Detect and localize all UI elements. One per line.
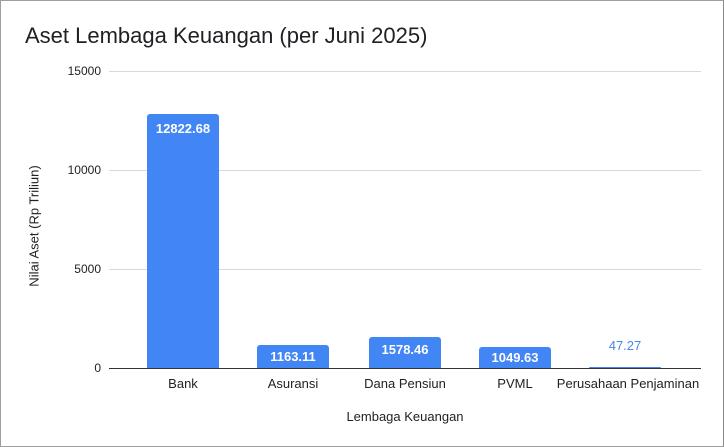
bar-label-dana-pensiun: 1578.46 <box>381 342 429 357</box>
bar-asuransi[interactable] <box>257 345 329 368</box>
bar-label-pvml: 1049.63 <box>491 350 539 365</box>
y-tick-0: 0 <box>94 361 101 375</box>
bar-pvml[interactable] <box>479 347 551 368</box>
gridline-5000 <box>109 269 701 270</box>
x-category-pvml: PVML <box>497 376 533 391</box>
y-axis-label: Nilai Aset (Rp Triliun) <box>26 165 42 287</box>
x-category-bank: Bank <box>168 376 198 391</box>
bar-label-asuransi: 1163.11 <box>270 349 316 364</box>
gridline-15000 <box>109 71 701 72</box>
x-category-asuransi: Asuransi <box>267 376 319 391</box>
bar-label-bank: 12822.68 <box>155 121 211 136</box>
x-category-perusahaan-penjaminan: Perusahaan Penjaminan <box>556 376 700 391</box>
bar-bank[interactable] <box>147 114 219 368</box>
gridline-10000 <box>109 170 701 171</box>
bar-dana-pensiun[interactable] <box>369 337 441 368</box>
bar-label-perusahaan-penjaminan: 47.27 <box>608 338 642 353</box>
y-tick-5000: 5000 <box>74 262 101 276</box>
x-category-dana-pensiun: Dana Pensiun <box>364 376 446 391</box>
x-axis-baseline <box>109 368 701 369</box>
y-tick-15000: 15000 <box>67 64 101 78</box>
chart-title: Aset Lembaga Keuangan (per Juni 2025) <box>25 23 428 48</box>
y-tick-10000: 10000 <box>67 163 101 177</box>
bar-perusahaan-penjaminan[interactable] <box>589 367 661 368</box>
x-axis-label: Lembaga Keuangan <box>346 409 464 424</box>
